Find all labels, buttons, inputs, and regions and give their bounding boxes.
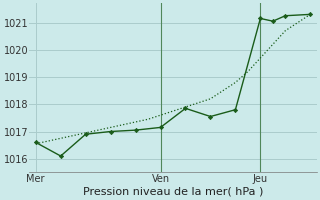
X-axis label: Pression niveau de la mer( hPa ): Pression niveau de la mer( hPa ) [83,187,263,197]
